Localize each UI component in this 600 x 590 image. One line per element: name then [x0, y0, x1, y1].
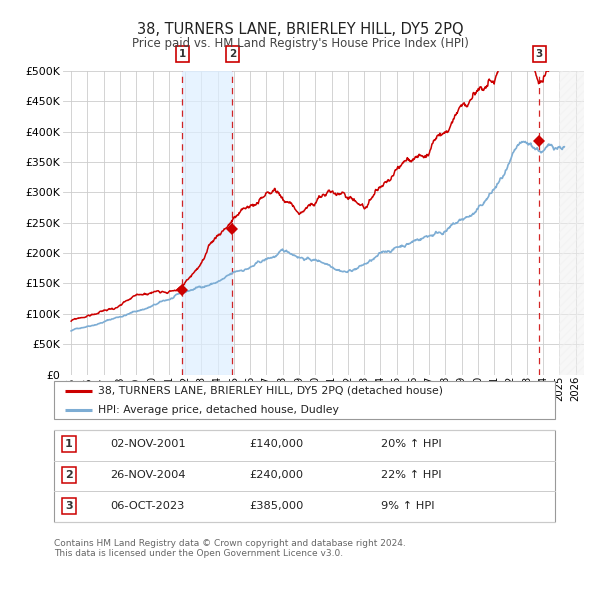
Text: £240,000: £240,000: [249, 470, 303, 480]
Text: 22% ↑ HPI: 22% ↑ HPI: [381, 470, 442, 480]
Bar: [559, 71, 584, 375]
Text: 1: 1: [65, 439, 73, 448]
Text: 1: 1: [179, 49, 186, 59]
Text: 38, TURNERS LANE, BRIERLEY HILL, DY5 2PQ: 38, TURNERS LANE, BRIERLEY HILL, DY5 2PQ: [137, 22, 463, 37]
Text: 20% ↑ HPI: 20% ↑ HPI: [381, 439, 442, 448]
Text: £385,000: £385,000: [249, 501, 304, 510]
Text: 38, TURNERS LANE, BRIERLEY HILL, DY5 2PQ (detached house): 38, TURNERS LANE, BRIERLEY HILL, DY5 2PQ…: [98, 386, 443, 396]
Text: HPI: Average price, detached house, Dudley: HPI: Average price, detached house, Dudl…: [98, 405, 339, 415]
Text: 02-NOV-2001: 02-NOV-2001: [110, 439, 185, 448]
Text: 3: 3: [536, 49, 543, 59]
Text: Contains HM Land Registry data © Crown copyright and database right 2024.: Contains HM Land Registry data © Crown c…: [54, 539, 406, 548]
Text: 3: 3: [65, 501, 73, 510]
Text: 2: 2: [65, 470, 73, 480]
Text: 9% ↑ HPI: 9% ↑ HPI: [381, 501, 434, 510]
Bar: [182, 71, 232, 375]
Text: £140,000: £140,000: [249, 439, 303, 448]
Text: Price paid vs. HM Land Registry's House Price Index (HPI): Price paid vs. HM Land Registry's House …: [131, 37, 469, 50]
Text: 2: 2: [229, 49, 236, 59]
Text: 06-OCT-2023: 06-OCT-2023: [110, 501, 184, 510]
FancyBboxPatch shape: [54, 381, 555, 419]
Text: 26-NOV-2004: 26-NOV-2004: [110, 470, 185, 480]
Text: This data is licensed under the Open Government Licence v3.0.: This data is licensed under the Open Gov…: [54, 549, 343, 558]
